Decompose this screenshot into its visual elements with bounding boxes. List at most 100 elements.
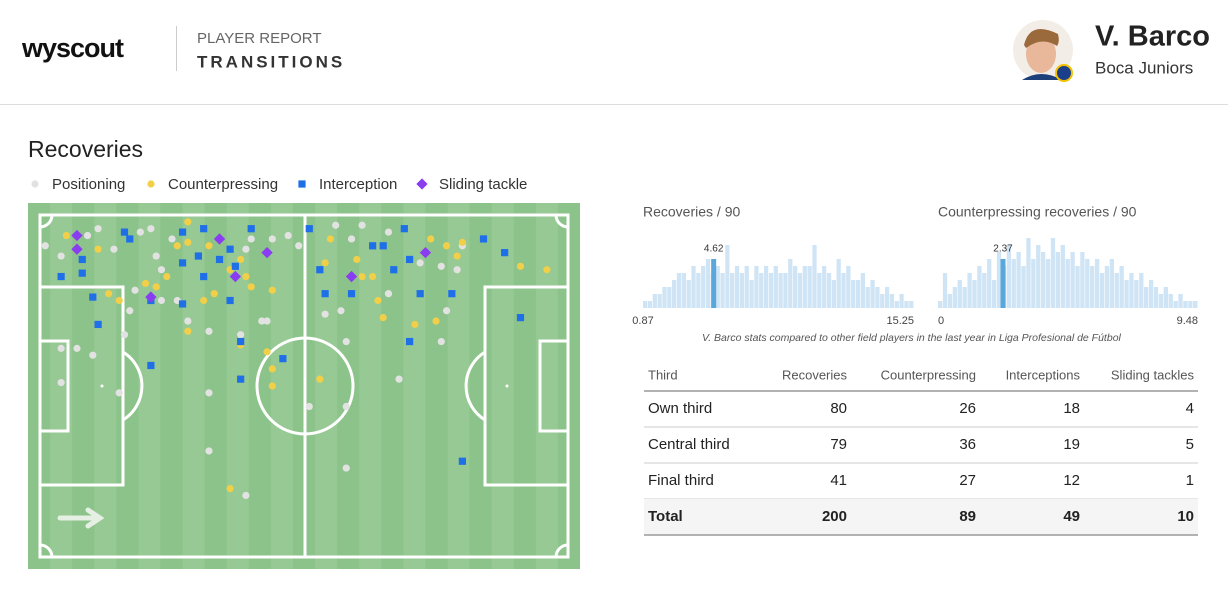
recovery-point [321, 259, 329, 267]
table-cell: 1 [1186, 472, 1194, 489]
table-cell: Final third [648, 472, 714, 489]
histogram-bar [1119, 266, 1124, 308]
histogram-bar [647, 301, 653, 308]
recovery-point [432, 317, 440, 325]
total-row-bg [644, 499, 1198, 534]
recovery-point [411, 320, 419, 329]
recovery-point [184, 317, 192, 325]
recovery-point [173, 242, 181, 250]
histogram-bar [778, 273, 783, 308]
recovery-point [379, 242, 387, 250]
histogram-bar [1080, 252, 1085, 308]
recovery-point [479, 235, 488, 243]
report-title: TRANSITIONS [197, 52, 345, 71]
total-cell: 200 [822, 508, 847, 525]
histogram-bar [889, 294, 895, 308]
histogram-bar [1016, 252, 1021, 308]
recovery-point [73, 344, 81, 352]
table-cell: 41 [830, 472, 847, 489]
histogram-bar [1168, 294, 1173, 308]
team-name: Boca Juniors [1095, 58, 1193, 77]
recovery-point [501, 249, 509, 257]
histogram-bar [1163, 287, 1168, 308]
histogram-bar [1183, 301, 1188, 308]
recovery-point [94, 225, 102, 233]
table-header: Third [648, 367, 678, 382]
pitch-stripe [182, 203, 205, 569]
recovery-point [136, 228, 144, 236]
histogram-bar [720, 273, 725, 308]
recovery-point [205, 327, 213, 335]
table-cell: 18 [1063, 400, 1080, 417]
corner-arc [39, 214, 569, 558]
histogram-bar [734, 266, 740, 308]
histogram-bar [662, 287, 667, 308]
recovery-point [369, 272, 377, 281]
histogram-bar [1075, 266, 1080, 308]
recovery-point [41, 242, 49, 250]
recovery-point [261, 246, 273, 259]
histogram-bar [909, 301, 914, 308]
recovery-point [94, 245, 102, 253]
recovery-point [326, 235, 334, 243]
recovery-point [237, 337, 245, 346]
histogram-bar [1193, 301, 1198, 308]
histogram-bar [1090, 266, 1095, 308]
table-cell: 26 [959, 400, 976, 417]
recovery-point [184, 238, 192, 246]
total-cell: Total [648, 508, 683, 525]
recovery-point [178, 228, 187, 236]
histogram-bar [831, 280, 836, 308]
histogram-bar [672, 280, 677, 308]
histogram-bar [1041, 252, 1046, 308]
histogram-bar [691, 266, 696, 308]
recovery-point [210, 290, 218, 298]
histogram-bar [768, 273, 774, 308]
legend-marker [416, 178, 428, 190]
recovery-point [147, 361, 155, 370]
recovery-point [178, 259, 187, 267]
legend-label: Sliding tackle [439, 176, 527, 193]
recovery-point [442, 307, 451, 315]
recovery-point [231, 262, 239, 270]
recovery-point [516, 262, 525, 270]
recovery-point [237, 331, 245, 339]
histogram-bar [1026, 238, 1031, 308]
center-circle [255, 336, 355, 436]
histogram-bar [1109, 259, 1115, 308]
recovery-point [268, 235, 276, 243]
recovery-point [416, 259, 424, 267]
recovery-point [358, 272, 366, 281]
histogram-bar [1178, 294, 1183, 308]
histogram-title: Counterpressing recoveries / 90 [938, 204, 1137, 220]
recovery-point [268, 286, 276, 294]
histogram-bar [836, 259, 841, 308]
histogram-bar [865, 287, 870, 308]
recovery-point [442, 242, 451, 250]
recovery-point [57, 344, 65, 352]
recovery-point [390, 266, 398, 274]
recovery-point [284, 231, 292, 240]
recovery-point [178, 300, 187, 308]
histogram-bar [681, 273, 686, 308]
histogram-bar [846, 266, 851, 308]
histogram-bar [1104, 266, 1110, 308]
recovery-point [168, 235, 176, 243]
table-cell: 12 [1063, 472, 1080, 489]
histogram-bar [904, 301, 909, 308]
recovery-point [458, 457, 466, 465]
histogram-bar [841, 273, 846, 308]
histogram-bar [875, 287, 880, 308]
histogram-bar [952, 287, 958, 308]
histogram-bar [1006, 245, 1011, 308]
histogram-bar [701, 266, 706, 308]
recovery-point [115, 296, 123, 305]
histogram-bar [884, 287, 890, 308]
recovery-point [226, 245, 234, 253]
histogram-bar [754, 266, 759, 308]
histogram-bar [793, 266, 798, 308]
recovery-point [242, 272, 250, 281]
report-label: PLAYER REPORT [197, 30, 321, 47]
recovery-point [279, 355, 287, 363]
direction-arrow [57, 507, 105, 529]
